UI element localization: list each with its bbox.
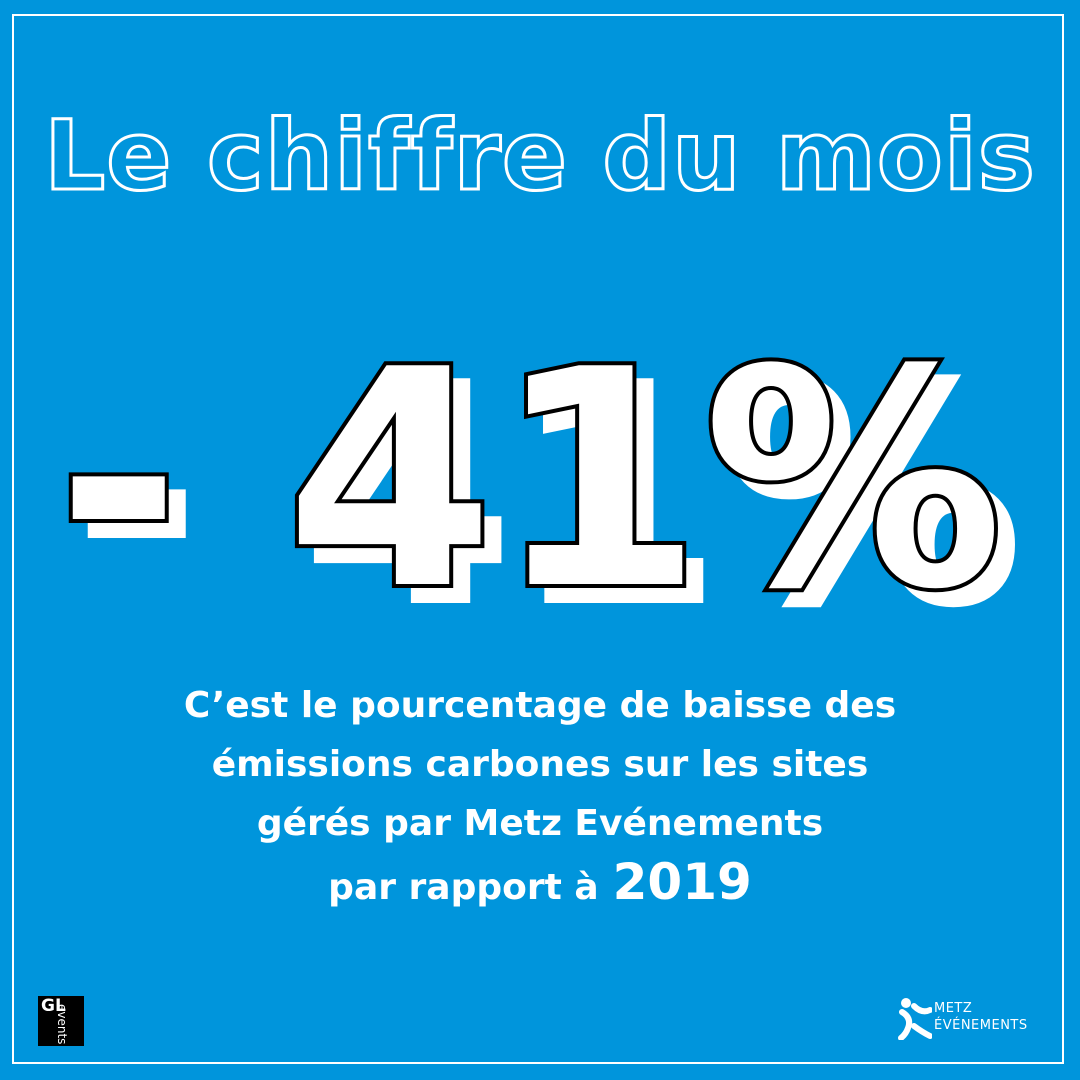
- gl-events-logo-gl: GL: [41, 996, 66, 1016]
- gl-events-logo: GL events: [38, 996, 84, 1046]
- caption-line-3: gérés par Metz Evénements: [256, 803, 824, 844]
- caption-line-1: C’est le pourcentage de baisse des: [183, 685, 897, 726]
- metz-evenements-wordmark: METZ ÉVÉNEMENTS: [934, 1000, 1028, 1034]
- metz-wordmark-line-1: METZ: [934, 1001, 973, 1016]
- gl-events-logo-events: events: [55, 1004, 69, 1045]
- big-number-main: - 41%: [56, 340, 1003, 640]
- caption-line-4: par rapport à 2019: [140, 853, 940, 917]
- caption: C’est le pourcentage de baisse des émiss…: [140, 676, 940, 917]
- caption-year: 2019: [612, 853, 752, 911]
- caption-line-2: émissions carbones sur les sites: [211, 744, 869, 785]
- caption-line-4-prefix: par rapport à: [328, 867, 599, 908]
- headline: Le chiffre du mois: [43, 99, 1037, 214]
- metz-evenements-logo: METZ ÉVÉNEMENTS: [898, 994, 1048, 1044]
- metz-figure-icon: [898, 998, 932, 1040]
- white-frame: [12, 14, 1064, 1064]
- metz-wordmark-line-2: ÉVÉNEMENTS: [934, 1018, 1028, 1033]
- big-number: - 41% - 41%: [52, 340, 1024, 640]
- big-number-shadow: - 41%: [74, 340, 1021, 640]
